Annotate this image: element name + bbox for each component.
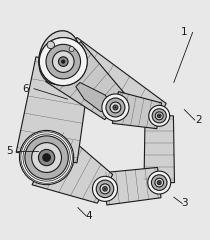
Text: 6: 6 (22, 84, 29, 94)
Polygon shape (16, 57, 91, 163)
Ellipse shape (39, 31, 80, 84)
Circle shape (38, 150, 55, 166)
Circle shape (114, 107, 116, 108)
Circle shape (47, 41, 55, 49)
Circle shape (39, 38, 87, 86)
Circle shape (151, 175, 167, 190)
Polygon shape (76, 83, 116, 112)
Circle shape (92, 176, 118, 201)
Text: 3: 3 (181, 198, 188, 209)
Polygon shape (50, 37, 166, 128)
Circle shape (52, 51, 74, 72)
Polygon shape (32, 130, 113, 203)
Text: 4: 4 (85, 211, 92, 221)
Circle shape (69, 47, 74, 52)
Circle shape (32, 143, 62, 173)
Circle shape (152, 109, 166, 123)
Circle shape (106, 98, 125, 117)
Circle shape (113, 105, 118, 110)
Circle shape (58, 57, 68, 66)
Circle shape (158, 182, 160, 183)
Circle shape (46, 44, 81, 79)
Circle shape (46, 44, 81, 79)
Circle shape (20, 130, 74, 185)
Circle shape (103, 186, 107, 191)
Polygon shape (144, 116, 175, 183)
Text: 5: 5 (6, 146, 12, 156)
Circle shape (39, 38, 87, 86)
Circle shape (25, 136, 68, 179)
Circle shape (102, 94, 129, 121)
Circle shape (58, 57, 68, 66)
Circle shape (43, 154, 50, 161)
Circle shape (155, 112, 163, 120)
Circle shape (148, 171, 171, 194)
Polygon shape (112, 92, 162, 129)
Circle shape (157, 181, 161, 185)
Circle shape (96, 180, 114, 198)
Circle shape (100, 184, 110, 194)
Circle shape (104, 188, 106, 190)
Circle shape (62, 60, 65, 63)
Polygon shape (46, 42, 126, 120)
Circle shape (110, 102, 121, 113)
Circle shape (159, 115, 160, 117)
Text: 2: 2 (196, 115, 202, 125)
Circle shape (52, 51, 74, 72)
Circle shape (45, 156, 49, 159)
Text: 1: 1 (181, 27, 188, 37)
Circle shape (158, 114, 161, 118)
Polygon shape (103, 168, 161, 205)
Circle shape (155, 178, 164, 187)
Circle shape (149, 105, 170, 126)
Circle shape (62, 60, 65, 63)
